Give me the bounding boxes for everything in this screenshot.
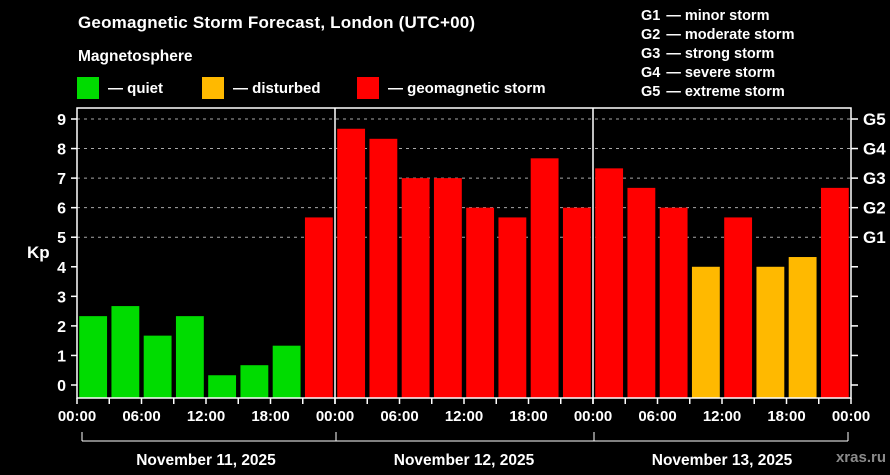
x-tick-label: 06:00 <box>638 408 676 425</box>
x-tick-label: 12:00 <box>703 408 741 425</box>
g4-code: G4 <box>641 65 661 81</box>
date-label: November 13, 2025 <box>652 452 793 469</box>
x-tick-label: 18:00 <box>767 408 805 425</box>
kp-bar <box>724 217 753 398</box>
chart-subtitle: Magnetosphere <box>78 48 193 65</box>
y-tick-label: 0 <box>57 378 66 395</box>
g-level-label: G2 <box>863 199 886 218</box>
storm-color-swatch <box>357 77 379 99</box>
g-scale-row-g2: G2 — moderate storm <box>641 26 794 45</box>
g-level-label: G3 <box>863 169 886 188</box>
kp-bar <box>401 178 430 398</box>
kp-bar <box>111 306 140 398</box>
legend-item-storm: — geomagnetic storm <box>357 77 546 99</box>
kp-bar <box>820 187 849 398</box>
y-tick-label: 4 <box>57 260 66 277</box>
x-tick-label: 06:00 <box>380 408 418 425</box>
x-tick-label: 06:00 <box>122 408 160 425</box>
kp-bar <box>659 207 688 398</box>
kp-bar <box>691 266 720 398</box>
g1-desc: — minor storm <box>666 8 770 24</box>
legend-item-disturbed: — disturbed <box>202 77 321 99</box>
date-label: November 11, 2025 <box>136 452 276 469</box>
legend-label-quiet: — quiet <box>108 79 163 97</box>
x-tick-label: 00:00 <box>316 408 354 425</box>
y-tick-label: 6 <box>57 201 66 218</box>
quiet-color-swatch <box>77 77 99 99</box>
g-scale-row-g1: G1 — minor storm <box>641 7 794 26</box>
g-level-label: G5 <box>863 110 886 129</box>
g-scale-row-g4: G4 — severe storm <box>641 64 794 83</box>
x-tick-label: 12:00 <box>187 408 225 425</box>
legend-label-disturbed: — disturbed <box>233 79 321 97</box>
g-scale-row-g3: G3 — strong storm <box>641 45 794 64</box>
y-tick-label: 5 <box>57 230 66 247</box>
y-tick-label: 7 <box>57 171 66 188</box>
xras-watermark: xras.ru <box>835 449 886 466</box>
y-tick-label: 1 <box>57 348 66 365</box>
g2-desc: — moderate storm <box>666 27 795 43</box>
kp-bar <box>498 217 527 398</box>
kp-bar <box>530 158 559 398</box>
kp-bar <box>466 207 495 398</box>
g-scale-legend: G1 — minor storm G2 — moderate storm G3 … <box>641 7 794 102</box>
kp-bar <box>79 316 108 398</box>
disturbed-color-swatch <box>202 77 224 99</box>
kp-bar <box>143 335 172 398</box>
g-level-label: G1 <box>863 228 886 247</box>
x-tick-label: 18:00 <box>251 408 289 425</box>
kp-bar <box>337 128 366 398</box>
g2-code: G2 <box>641 27 661 43</box>
g5-code: G5 <box>641 84 661 100</box>
x-tick-label: 00:00 <box>58 408 96 425</box>
y-tick-label: 3 <box>57 289 66 306</box>
kp-bar <box>756 266 785 398</box>
x-tick-label: 18:00 <box>509 408 547 425</box>
g3-code: G3 <box>641 46 661 62</box>
y-tick-label: 2 <box>57 319 66 336</box>
kp-bar <box>175 316 204 398</box>
kp-bar <box>433 178 462 398</box>
kp-bar <box>208 375 237 398</box>
kp-bar <box>304 217 333 398</box>
g3-desc: — strong storm <box>666 46 775 62</box>
kp-bar <box>788 257 817 398</box>
kp-bar <box>627 187 656 398</box>
page-title: Geomagnetic Storm Forecast, London (UTC+… <box>78 13 476 32</box>
date-label: November 12, 2025 <box>394 452 535 469</box>
legend-label-storm: — geomagnetic storm <box>388 79 546 97</box>
g-level-label: G4 <box>863 140 886 159</box>
g4-desc: — severe storm <box>666 65 776 81</box>
kp-bar <box>272 345 301 398</box>
x-tick-label: 00:00 <box>574 408 612 425</box>
x-tick-label: 00:00 <box>832 408 870 425</box>
g1-code: G1 <box>641 8 661 24</box>
kp-bar <box>369 138 398 398</box>
kp-bar <box>240 365 269 398</box>
kp-bar <box>595 168 624 398</box>
x-tick-label: 12:00 <box>445 408 483 425</box>
legend-item-quiet: — quiet <box>77 77 163 99</box>
kp-bar <box>562 207 591 398</box>
g-scale-row-g5: G5 — extreme storm <box>641 83 794 102</box>
y-tick-label: 8 <box>57 142 66 159</box>
g5-desc: — extreme storm <box>666 84 785 100</box>
y-tick-label: 9 <box>57 112 66 129</box>
y-axis-title: Kp <box>27 243 50 262</box>
